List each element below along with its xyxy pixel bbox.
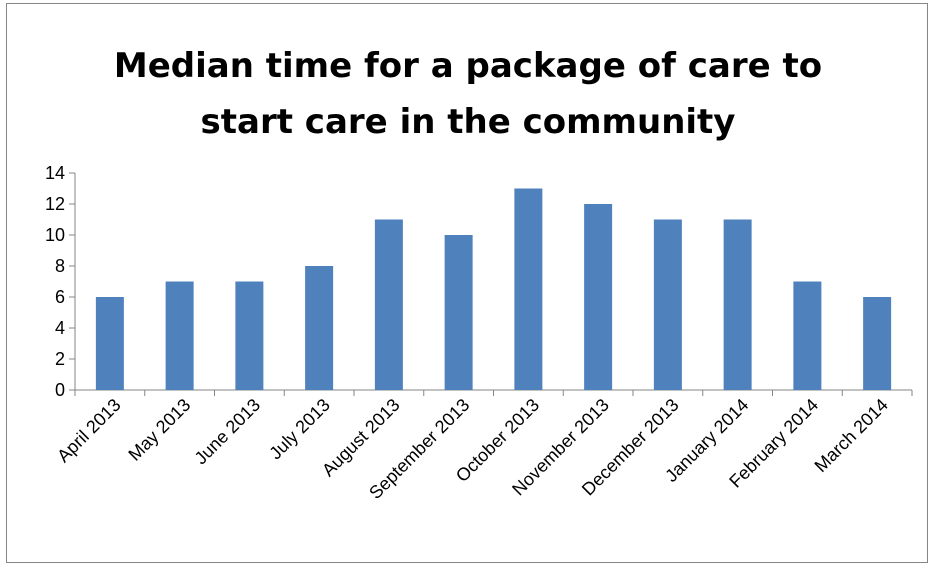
y-tick-label: 4 [55, 318, 65, 338]
chart-frame: Median time for a package of care to sta… [6, 3, 928, 563]
bar [444, 235, 473, 390]
bar [514, 188, 543, 390]
x-tick-label: June 2013 [191, 395, 265, 469]
x-tick-label: April 2013 [53, 395, 124, 466]
bar [793, 281, 822, 390]
bar [653, 219, 682, 390]
y-tick-label: 8 [55, 256, 65, 276]
y-tick-label: 12 [45, 194, 65, 214]
bar [863, 297, 892, 390]
bar [235, 281, 264, 390]
y-tick-label: 14 [45, 163, 65, 183]
chart-title: Median time for a package of care to sta… [7, 38, 929, 150]
y-tick-label: 0 [55, 380, 65, 400]
y-tick-label: 10 [45, 225, 65, 245]
x-tick-label: May 2013 [124, 395, 194, 465]
bar [305, 266, 334, 390]
chart-title-line-2: start care in the community [200, 102, 736, 142]
y-tick-label: 2 [55, 349, 65, 369]
bar [165, 281, 194, 390]
bar [95, 297, 124, 390]
x-tick-label: March 2014 [811, 395, 892, 476]
bar [584, 204, 613, 390]
x-tick-label: July 2013 [265, 395, 334, 464]
bar [374, 219, 403, 390]
chart-title-line-1: Median time for a package of care to [113, 46, 823, 86]
bar [723, 219, 752, 390]
y-tick-label: 6 [55, 287, 65, 307]
